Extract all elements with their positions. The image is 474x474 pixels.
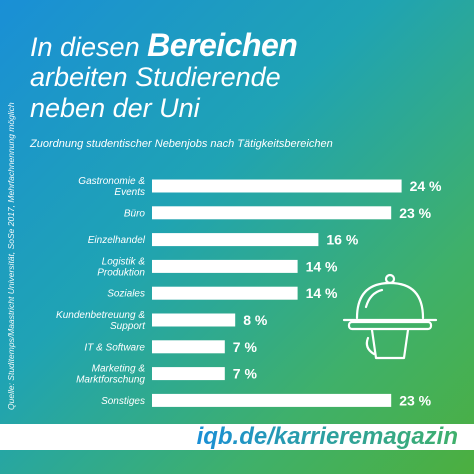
title-line-1: In diesen Bereichen xyxy=(30,27,430,63)
bar xyxy=(152,233,319,247)
category-label: Büro xyxy=(124,208,146,219)
value-label: 14 % xyxy=(306,258,338,274)
value-label: 14 % xyxy=(306,285,338,301)
value-label: 24 % xyxy=(410,178,442,194)
chart-subtitle: Zuordnung studentischer Nebenjobs nach T… xyxy=(30,138,333,150)
bar xyxy=(152,286,298,300)
bar xyxy=(152,367,225,381)
bar-chart: Gastronomie & Events 24 % Büro 23 % Einzelhan… xyxy=(0,0,474,424)
bar xyxy=(152,179,402,193)
bar xyxy=(152,393,392,407)
bar xyxy=(152,206,392,220)
value-label: 23 % xyxy=(399,392,431,408)
category-label: Soziales xyxy=(107,289,145,300)
category-label: Sonstiges xyxy=(101,396,145,407)
category-label: Gastronomie & Events xyxy=(78,176,145,198)
value-label: 23 % xyxy=(399,205,431,221)
value-label: 16 % xyxy=(326,232,358,248)
footer-link[interactable]: iqb.de/karrieremagazin xyxy=(196,423,458,450)
page-title: In diesen Bereichen arbeiten Studierende… xyxy=(30,27,430,124)
bar xyxy=(152,313,236,327)
title-prefix: In diesen xyxy=(30,32,148,62)
bar-group: Gastronomie & Events 24 % Büro 23 % Einzelhan… xyxy=(56,176,442,408)
value-label: 7 % xyxy=(233,366,258,382)
title-highlight: Bereichen xyxy=(147,27,298,63)
category-label: IT & Software xyxy=(84,342,145,353)
cloche-serving-tray-icon xyxy=(342,273,438,360)
category-label: Marketing & Marktforschung xyxy=(76,364,145,386)
title-line-2: arbeiten Studierende xyxy=(30,62,281,92)
category-label: Logistik & Produktion xyxy=(97,256,145,278)
category-label: Einzelhandel xyxy=(88,235,146,246)
value-label: 7 % xyxy=(233,339,258,355)
title-line-3: neben der Uni xyxy=(30,93,200,123)
footer-banner: iqb.de/karrieremagazin xyxy=(0,423,474,450)
bar xyxy=(152,340,225,354)
value-label: 8 % xyxy=(243,312,268,328)
bar xyxy=(152,259,298,273)
category-label: Kundenbetreuung & Support xyxy=(56,310,146,332)
